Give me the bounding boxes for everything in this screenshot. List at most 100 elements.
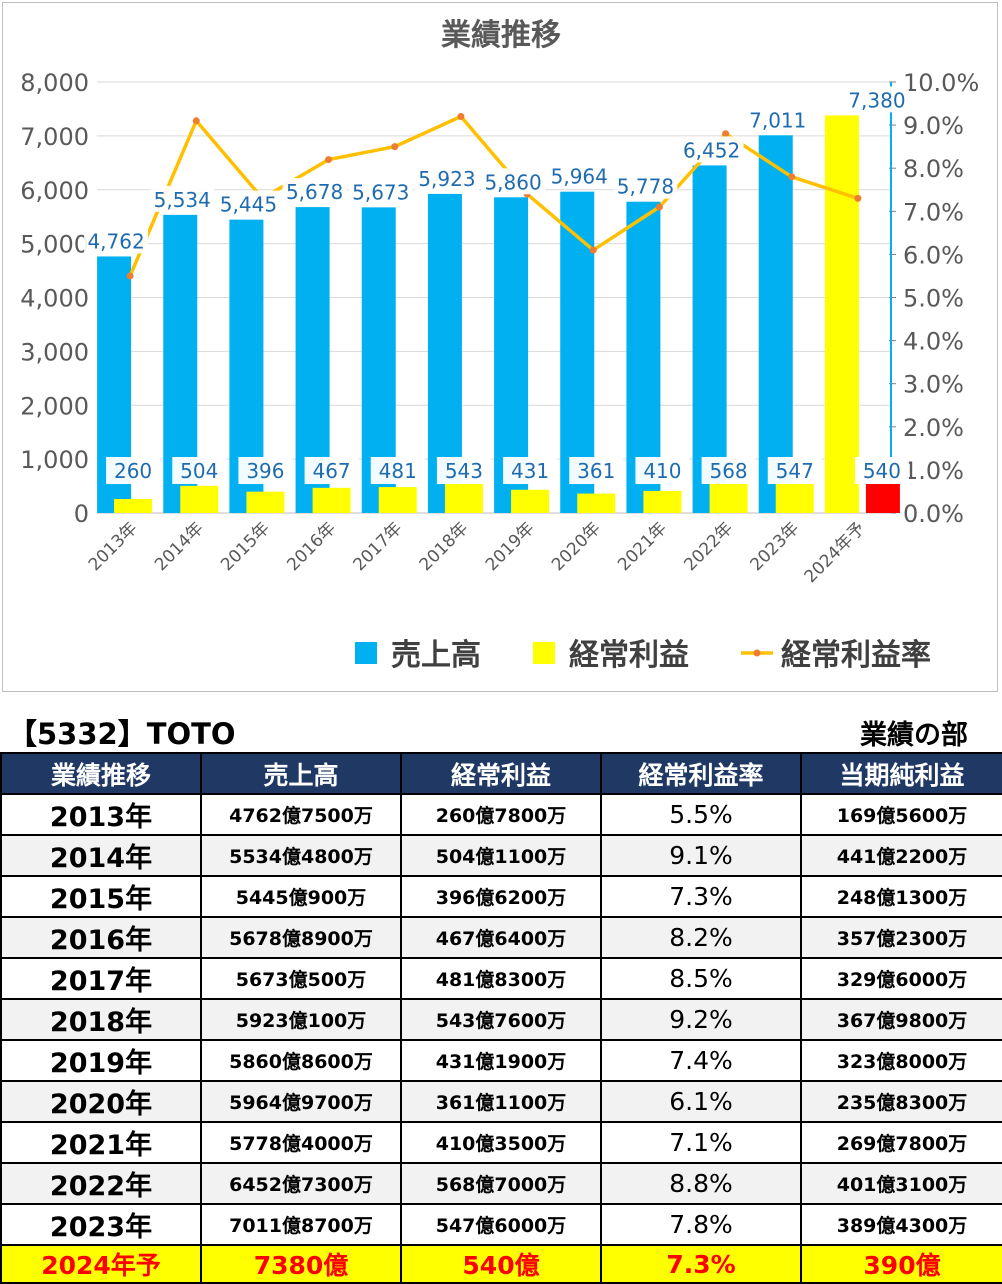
x-category-label: 2020年 xyxy=(548,518,605,575)
cell-net-income: 323億8000万 xyxy=(800,1039,1002,1082)
cell-profit-rate-forecast: 7.3% xyxy=(600,1244,802,1284)
header-profit-rate: 経常利益率 xyxy=(600,752,802,795)
sales-data-label: 5,673 xyxy=(352,180,409,204)
sales-data-label: 7,011 xyxy=(749,108,806,132)
table-row: 2019年 5860億8600万 431億1900万 7.4% 323億8000万 xyxy=(0,1039,1002,1082)
sales-label-bg xyxy=(216,190,281,217)
profit-label-bg xyxy=(635,457,690,484)
profit-data-label: 540 xyxy=(863,459,901,483)
header-period: 業績推移 xyxy=(0,752,202,795)
y-left-tick-label: 4,000 xyxy=(20,285,89,313)
cell-sales: 5860億8600万 xyxy=(200,1039,402,1082)
x-category-label: 2013年 xyxy=(85,518,142,575)
cell-ordinary-profit: 568億7000万 xyxy=(400,1162,602,1205)
legend-label-sales: 売上高 xyxy=(391,638,481,673)
cell-sales: 5964億9700万 xyxy=(200,1080,402,1123)
sales-label-bg xyxy=(150,185,215,212)
profit-rate-point xyxy=(457,112,465,120)
legend-swatch-profit xyxy=(533,642,555,664)
sales-label-bg xyxy=(481,168,546,195)
profit-rate-point xyxy=(788,173,796,181)
cell-ordinary-profit-forecast: 540億 xyxy=(400,1244,602,1284)
cell-period: 2020年 xyxy=(0,1080,202,1123)
profit-bar xyxy=(865,483,900,513)
cell-profit-rate: 7.1% xyxy=(600,1121,802,1164)
sales-label-bg xyxy=(282,178,347,205)
profit-data-label: 431 xyxy=(511,459,549,483)
profit-rate-point xyxy=(854,194,862,202)
table-row: 2016年 5678億8900万 467億6400万 8.2% 357億2300万 xyxy=(0,916,1002,959)
cell-net-income: 367億9800万 xyxy=(800,998,1002,1041)
x-category-label: 2024年予 xyxy=(801,518,870,587)
y-right-tick-label: 8.0% xyxy=(903,155,964,183)
y-right-tick-label: 7.0% xyxy=(903,198,964,226)
profit-label-bg xyxy=(503,457,558,484)
sales-data-label: 5,778 xyxy=(617,175,674,199)
cell-profit-rate: 5.5% xyxy=(600,793,802,836)
cell-net-income: 248億1300万 xyxy=(800,875,1002,918)
profit-data-label: 467 xyxy=(312,459,350,483)
cell-sales: 5445億900万 xyxy=(200,875,402,918)
table-row: 2020年 5964億9700万 361億1100万 6.1% 235億8300万 xyxy=(0,1080,1002,1123)
y-left-tick-label: 2,000 xyxy=(20,392,89,420)
cell-ordinary-profit: 481億8300万 xyxy=(400,957,602,1000)
cell-profit-rate: 9.1% xyxy=(600,834,802,877)
profit-bar xyxy=(312,487,351,513)
cell-sales: 5923億100万 xyxy=(200,998,402,1041)
cell-profit-rate: 8.2% xyxy=(600,916,802,959)
x-category-label: 2023年 xyxy=(747,518,804,575)
profit-bar xyxy=(378,487,417,513)
sales-label-bg xyxy=(84,227,149,254)
table-row-forecast: 2024年予 7380億 540億 7.3% 390億 xyxy=(0,1244,1002,1284)
cell-ordinary-profit: 543億7600万 xyxy=(400,998,602,1041)
x-category-label: 2019年 xyxy=(482,518,539,575)
y-left-tick-label: 8,000 xyxy=(20,69,89,97)
table-row: 2014年 5534億4800万 504億1100万 9.1% 441億2200万 xyxy=(0,834,1002,877)
profit-data-label: 396 xyxy=(246,459,284,483)
y-right-tick-label: 1.0% xyxy=(903,457,964,485)
profit-bar xyxy=(180,485,219,513)
y-left-tick-label: 6,000 xyxy=(20,177,89,205)
x-category-label: 2018年 xyxy=(416,518,473,575)
x-category-label: 2014年 xyxy=(151,518,208,575)
table-header-row: 業績推移 売上高 経常利益 経常利益率 当期純利益 xyxy=(0,752,1002,795)
cell-sales: 5778億4000万 xyxy=(200,1121,402,1164)
sales-data-label: 4,762 xyxy=(87,229,144,253)
legend-label-rate: 経常利益率 xyxy=(781,638,931,673)
header-ordinary-profit: 経常利益 xyxy=(400,752,602,795)
cell-net-income: 441億2200万 xyxy=(800,834,1002,877)
header-net-income: 当期純利益 xyxy=(800,752,1002,795)
profit-data-label: 504 xyxy=(180,459,218,483)
cell-period: 2023年 xyxy=(0,1203,202,1246)
chart-panel: 業績推移 0 1,000 2,000 3,000 4,000 5,000 6,000 7,000… xyxy=(2,2,998,692)
sales-bar xyxy=(758,135,793,513)
x-category-label: 2016年 xyxy=(283,518,340,575)
sales-data-label: 5,964 xyxy=(551,165,608,189)
sales-data-label: 5,860 xyxy=(484,170,541,194)
sales-data-label: 5,923 xyxy=(418,167,475,191)
profit-label-bg xyxy=(370,457,425,484)
sales-data-label: 7,380 xyxy=(848,88,905,112)
sales-label-bg xyxy=(844,86,909,113)
cell-sales-forecast: 7380億 xyxy=(200,1244,402,1284)
cell-ordinary-profit: 260億7800万 xyxy=(400,793,602,836)
sales-label-bg xyxy=(348,178,413,205)
cell-period: 2019年 xyxy=(0,1039,202,1082)
profit-rate-point xyxy=(722,130,730,138)
legend-label-profit: 経常利益 xyxy=(569,638,689,673)
y-right-tick-label: 2.0% xyxy=(903,414,964,442)
cell-profit-rate: 9.2% xyxy=(600,998,802,1041)
profit-label-bg xyxy=(304,457,359,484)
profit-rate-point xyxy=(126,272,134,280)
cell-net-income: 389億4300万 xyxy=(800,1203,1002,1246)
profit-label-bg xyxy=(854,457,909,484)
chart-title: 業績推移 xyxy=(441,18,561,53)
profit-bar xyxy=(709,482,748,513)
sales-label-bg xyxy=(613,172,678,199)
cell-sales: 7011億8700万 xyxy=(200,1203,402,1246)
legend-swatch-sales xyxy=(355,642,377,664)
table-row: 2013年 4762億7500万 260億7800万 5.5% 169億5600万 xyxy=(0,793,1002,836)
cell-ordinary-profit: 361億1100万 xyxy=(400,1080,602,1123)
y-right-tick-label: 5.0% xyxy=(903,285,964,313)
profit-data-label: 361 xyxy=(577,459,615,483)
